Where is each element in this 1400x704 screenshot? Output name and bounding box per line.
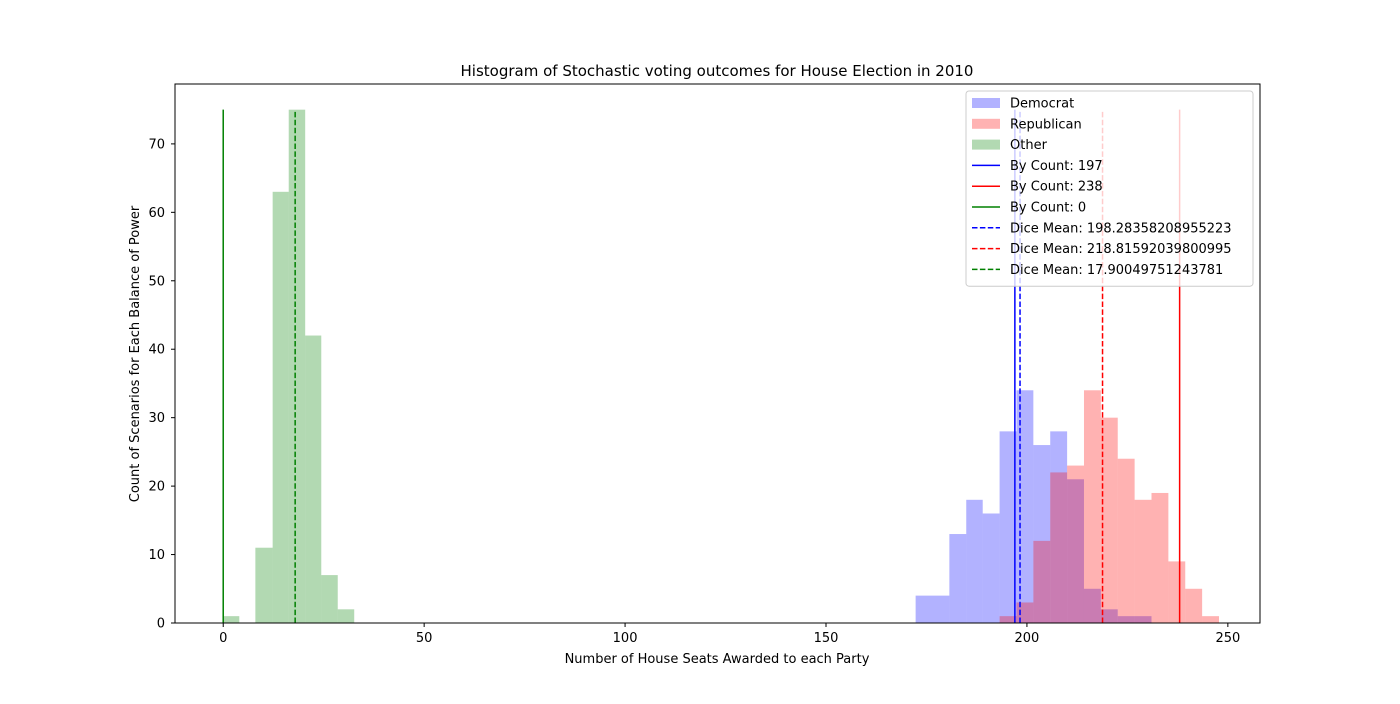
bar-other (321, 575, 338, 623)
y-tick-label: 30 (148, 411, 165, 426)
legend-label: Dice Mean: 198.28358208955223 (1010, 221, 1232, 236)
legend-label: By Count: 238 (1010, 180, 1103, 195)
bar-other (223, 616, 240, 623)
y-axis-ticks: 0 10 20 30 40 50 60 70 (148, 137, 175, 632)
chart-title: Histogram of Stochastic voting outcomes … (461, 62, 974, 80)
bar-other (288, 109, 306, 623)
plot-frame (174, 83, 1261, 624)
bar-democrat (966, 499, 983, 623)
y-axis-label: Count of Scenarios for Each Balance of P… (128, 205, 143, 502)
y-tick-label: 0 (157, 617, 165, 632)
bar-other (255, 547, 273, 623)
bar-democrat (982, 513, 1000, 623)
bar-democrat (932, 595, 950, 623)
bar-republican (1168, 561, 1186, 623)
x-tick-label: 150 (814, 631, 839, 646)
bar-republican (1067, 465, 1084, 623)
x-tick-label: 250 (1215, 631, 1240, 646)
bar-democrat (949, 534, 967, 623)
x-axis-label: Number of House Seats Awarded to each Pa… (565, 652, 870, 667)
x-tick-label: 200 (1015, 631, 1040, 646)
bar-republican (999, 616, 1017, 623)
y-tick-label: 40 (148, 343, 165, 358)
bar-democrat (1016, 390, 1034, 623)
bar-republican (1083, 390, 1101, 623)
x-tick-label: 0 (219, 631, 227, 646)
bar-other (337, 609, 355, 623)
bar-republican (1151, 492, 1169, 623)
y-tick-label: 20 (148, 480, 165, 495)
bar-other (305, 335, 322, 623)
bar-republican (1033, 540, 1051, 623)
legend-label: Democrat (1010, 97, 1074, 112)
bar-democrat (1100, 609, 1118, 623)
x-tick-label: 100 (613, 631, 638, 646)
y-tick-label: 70 (148, 137, 165, 152)
bar-republican (1016, 602, 1034, 623)
bar-democrat (915, 595, 933, 623)
legend-label: Dice Mean: 218.81592039800995 (1010, 242, 1232, 257)
y-tick-label: 10 (148, 548, 165, 563)
legend-swatch-democrat (972, 98, 1000, 108)
bar-democrat (1050, 431, 1068, 623)
legend-swatch-other (972, 139, 1000, 150)
legend-label: Republican (1010, 117, 1082, 132)
x-tick-label: 50 (416, 631, 433, 646)
legend-box (965, 90, 1254, 287)
legend-label: By Count: 0 (1010, 201, 1086, 216)
bar-other (272, 191, 289, 624)
bar-democrat (1067, 479, 1084, 623)
legend: Democrat Republican Other By Count: 197 By C… (965, 90, 1254, 287)
bar-democrat (1083, 588, 1101, 623)
bar-democrat (1134, 616, 1152, 623)
legend-label: Dice Mean: 17.90049751243781 (1010, 263, 1223, 278)
legend-label: Other (1010, 138, 1048, 153)
x-axis-ticks: 0 50 100 150 200 250 (219, 623, 1240, 646)
bar-republican (1117, 458, 1135, 623)
bar-republican (1100, 417, 1118, 623)
y-tick-label: 50 (148, 274, 165, 289)
bar-republican (1185, 588, 1203, 623)
bar-democrat (1033, 445, 1051, 623)
bar-democrat (1117, 616, 1135, 623)
bar-republican (1202, 616, 1220, 623)
legend-label: By Count: 197 (1010, 159, 1103, 174)
bar-republican (1050, 472, 1068, 623)
y-tick-label: 60 (148, 206, 165, 221)
legend-swatch-republican (972, 118, 1000, 129)
bar-democrat (999, 431, 1017, 623)
bar-republican (1134, 499, 1152, 623)
